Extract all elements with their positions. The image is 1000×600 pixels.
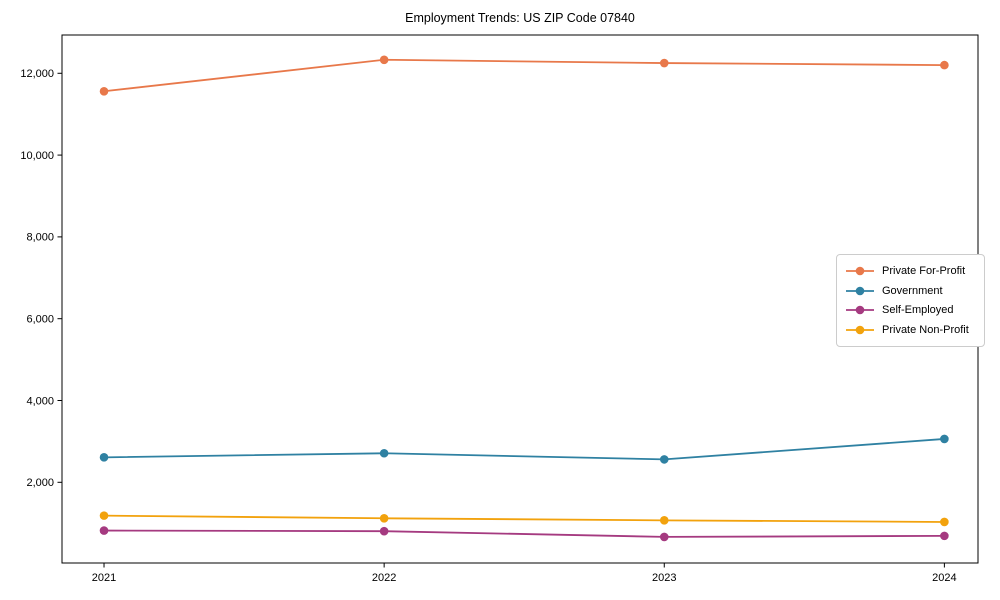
data-point [379,513,389,523]
data-point [99,526,109,535]
data-point [940,531,949,541]
y-tick-label: 6,000 [26,313,54,325]
legend-label: Private Non-Profit [882,324,969,337]
data-point [940,60,949,70]
chart-legend: Private For-Profit Government Self-Employe… [836,254,985,347]
legend-item-self-employed: Self-Employed [845,301,976,321]
legend-swatch-icon [846,286,874,295]
y-tick-label: 4,000 [26,395,54,407]
y-tick-label: 2,000 [26,477,54,489]
legend-item-private-non-profit: Private Non-Profit [845,320,976,340]
series-line-government [103,438,946,461]
data-point [379,55,389,65]
data-point [99,86,109,96]
legend-label: Self-Employed [882,304,954,317]
legend-label: Government [882,284,943,297]
data-point [659,516,669,525]
legend-swatch-icon [846,266,874,276]
data-point [99,511,109,520]
legend-swatch-icon [846,325,874,335]
data-point [99,453,109,462]
x-tick-label: 2023 [652,572,676,584]
x-tick-label: 2021 [92,572,116,584]
series-line-self-employed [103,529,946,538]
series-line-private-non-profit [103,514,946,523]
x-tick-label: 2024 [932,572,956,584]
y-tick-label: 12,000 [20,68,54,80]
data-point [379,448,389,458]
data-point [940,434,949,444]
legend-label: Private For-Profit [882,264,966,277]
data-point [659,58,669,68]
x-tick-label: 2022 [372,572,396,584]
y-tick-label: 10,000 [20,150,54,162]
y-tick-label: 8,000 [26,232,54,244]
data-point [379,526,389,536]
data-point [659,532,669,542]
legend-swatch-icon [846,306,874,315]
data-point [940,517,949,527]
chart-title: Employment Trends: US ZIP Code 07840 [405,11,635,25]
legend-item-private-for-profit: Private For-Profit [845,261,976,281]
legend-item-government: Government [845,281,976,301]
data-point [659,455,669,464]
series-line-private-for-profit [103,58,946,93]
